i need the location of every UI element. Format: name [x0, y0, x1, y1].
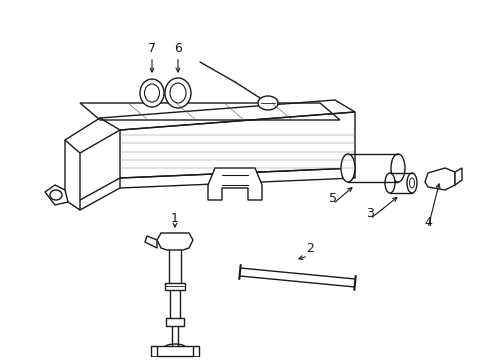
Polygon shape — [165, 318, 183, 326]
Text: 6: 6 — [174, 41, 182, 54]
Ellipse shape — [340, 154, 354, 182]
Text: 4: 4 — [423, 216, 431, 229]
Ellipse shape — [144, 84, 159, 102]
Text: 2: 2 — [305, 242, 313, 255]
Ellipse shape — [164, 78, 191, 108]
Polygon shape — [157, 233, 193, 250]
Polygon shape — [424, 168, 454, 190]
Text: 7: 7 — [148, 41, 156, 54]
Ellipse shape — [163, 344, 185, 352]
Ellipse shape — [170, 83, 185, 103]
Polygon shape — [157, 346, 193, 356]
Text: 3: 3 — [366, 207, 373, 220]
Ellipse shape — [258, 96, 278, 110]
Text: 5: 5 — [328, 192, 336, 204]
Text: 1: 1 — [171, 212, 179, 225]
Ellipse shape — [384, 173, 394, 193]
Ellipse shape — [140, 79, 163, 107]
Polygon shape — [145, 236, 157, 248]
Ellipse shape — [406, 173, 416, 193]
Polygon shape — [454, 168, 461, 185]
Polygon shape — [207, 168, 262, 200]
Ellipse shape — [390, 154, 404, 182]
Polygon shape — [45, 185, 68, 205]
Polygon shape — [164, 283, 184, 290]
